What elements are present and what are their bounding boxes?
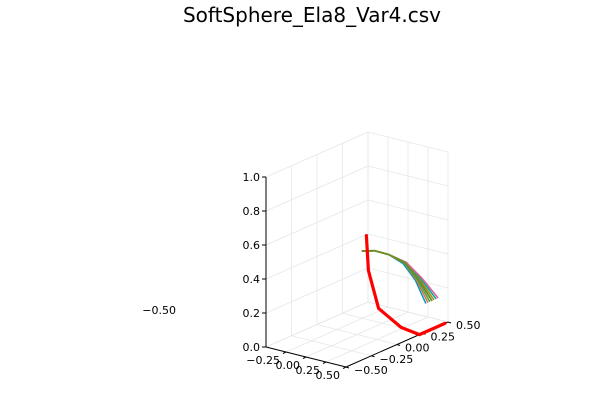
series-line-series-8 xyxy=(361,249,433,302)
z-tick-label-0: 0.0 xyxy=(243,341,261,354)
y-tick-label-1: −0.25 xyxy=(380,353,414,366)
grid-line-wally-z-4 xyxy=(367,165,449,187)
series-line-series-red xyxy=(364,234,447,337)
y-tick-label-4: 0.50 xyxy=(456,319,481,332)
grid-line-wally-z-0 xyxy=(367,301,449,323)
x-tick-mark-1 xyxy=(302,356,307,359)
z-tick-label-2: 0.4 xyxy=(243,273,261,286)
corner-tick-label: −0.50 xyxy=(142,304,176,317)
grid-line-wally-z-5 xyxy=(367,131,449,153)
chart-title: SoftSphere_Ela8_Var4.csv xyxy=(183,3,441,27)
x-tick-label-0: −0.25 xyxy=(246,354,280,367)
grid-line-wallx-z-0 xyxy=(265,301,369,348)
y-tick-label-0: −0.50 xyxy=(354,364,388,377)
y-tick-mark-2 xyxy=(396,344,401,346)
grid-line-floor-y-1 xyxy=(291,335,372,357)
y-tick-label-2: 0.00 xyxy=(405,342,430,355)
x-tick-mark-3 xyxy=(342,366,347,369)
z-tick-label-5: 1.0 xyxy=(243,171,261,184)
grid-line-wally-z-1 xyxy=(367,267,449,289)
x-tick-mark-0 xyxy=(282,351,287,354)
grid-line-wallx-z-1 xyxy=(265,267,369,314)
grid-line-wally-z-2 xyxy=(367,233,449,255)
grid-line-wallx-z-5 xyxy=(265,131,369,178)
x-tick-label-2: 0.25 xyxy=(296,364,321,377)
x-tick-label-3: 0.50 xyxy=(316,369,341,382)
grid-line-floor-y-2 xyxy=(316,324,398,345)
z-tick-label-4: 0.8 xyxy=(243,205,261,218)
z-tick-label-1: 0.2 xyxy=(243,307,261,320)
grid-line-wally-z-3 xyxy=(367,199,449,221)
grid-line-wallx-z-4 xyxy=(265,165,369,212)
grid-line-wallx-z-3 xyxy=(265,199,369,246)
axis-layer xyxy=(262,176,452,369)
x-tick-mark-2 xyxy=(322,361,327,364)
y-tick-mark-1 xyxy=(371,355,375,358)
y-tick-label-3: 0.25 xyxy=(431,330,456,343)
y-tick-mark-0 xyxy=(345,366,350,369)
x-tick-label-1: 0.00 xyxy=(276,359,301,372)
y-tick-mark-4 xyxy=(447,321,452,324)
series-layer xyxy=(361,234,447,337)
tick-labels: −0.50 −0.250.000.250.50 −0.50−0.250.000.2… xyxy=(142,171,480,382)
grid-layer xyxy=(265,131,449,368)
grid-line-wallx-z-2 xyxy=(265,233,369,280)
z-tick-label-3: 0.6 xyxy=(243,239,261,252)
